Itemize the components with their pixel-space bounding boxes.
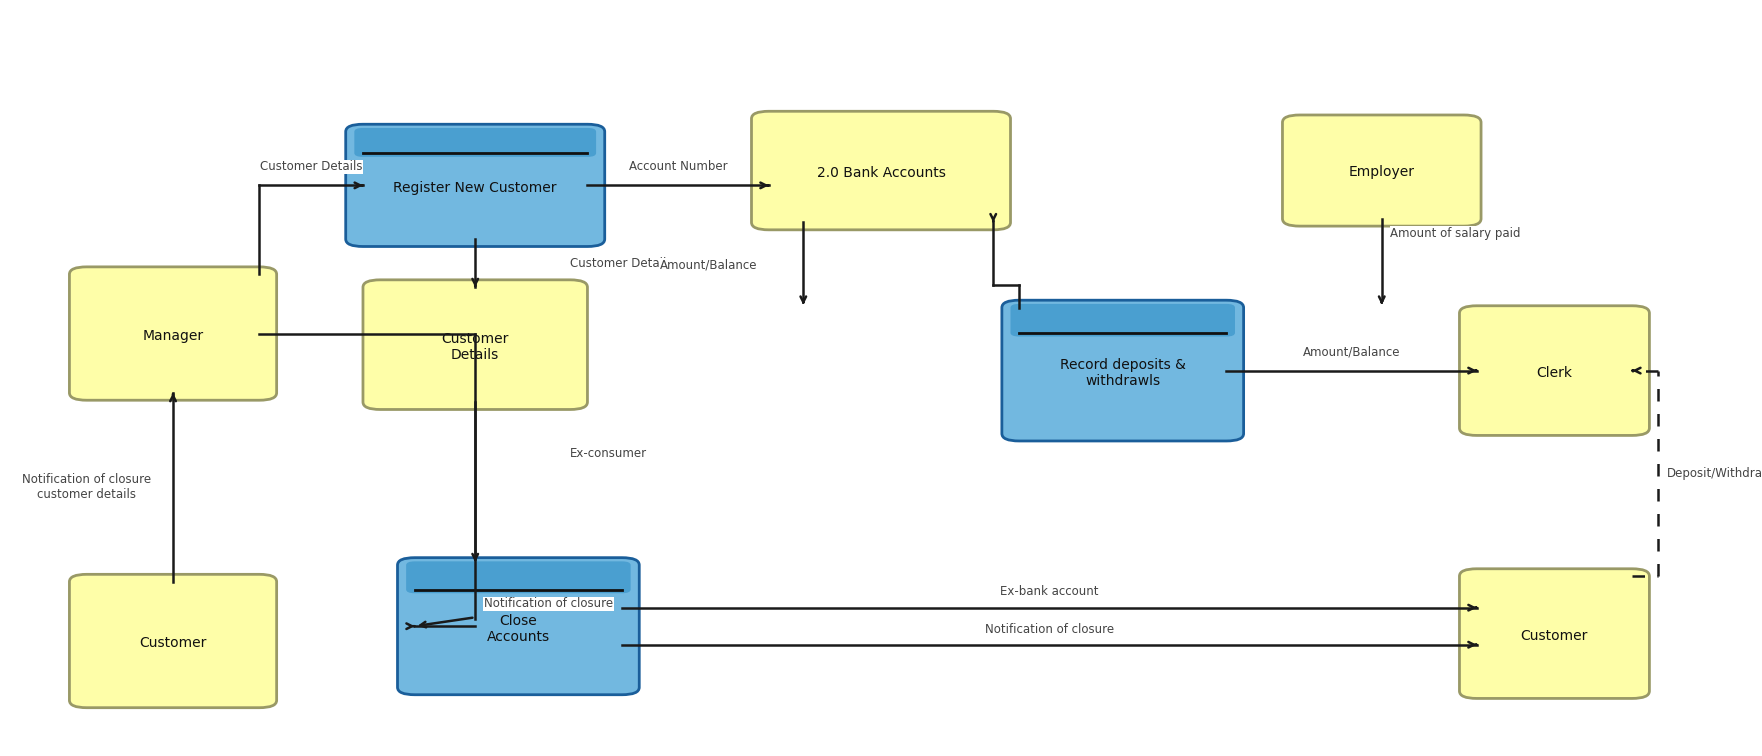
Text: Customer Details: Customer Details <box>571 257 673 270</box>
FancyBboxPatch shape <box>345 124 604 246</box>
Text: Clerk: Clerk <box>1536 366 1572 380</box>
FancyBboxPatch shape <box>1003 300 1244 441</box>
Text: Notification of closure: Notification of closure <box>985 624 1114 637</box>
Text: Record deposits &
withdrawls: Record deposits & withdrawls <box>1059 358 1186 389</box>
FancyBboxPatch shape <box>1459 305 1649 435</box>
FancyBboxPatch shape <box>363 280 587 410</box>
Text: Customer: Customer <box>139 637 206 650</box>
Text: Amount of salary paid: Amount of salary paid <box>1390 227 1521 240</box>
Text: Account Number: Account Number <box>629 160 728 173</box>
FancyBboxPatch shape <box>1283 115 1482 226</box>
FancyBboxPatch shape <box>69 575 277 708</box>
FancyBboxPatch shape <box>751 111 1011 230</box>
Text: Notification of closure: Notification of closure <box>485 597 613 610</box>
Text: Deposit/Withdrawal: Deposit/Withdrawal <box>1667 467 1762 480</box>
Text: Employer: Employer <box>1348 166 1415 179</box>
FancyBboxPatch shape <box>1459 569 1649 699</box>
Text: Amount/Balance: Amount/Balance <box>1302 345 1401 358</box>
Text: Amount/Balance: Amount/Balance <box>659 259 758 271</box>
Text: Manager: Manager <box>143 329 204 343</box>
FancyBboxPatch shape <box>354 128 596 156</box>
FancyBboxPatch shape <box>405 562 631 593</box>
FancyBboxPatch shape <box>69 267 277 400</box>
FancyBboxPatch shape <box>1011 304 1235 336</box>
Text: 2.0 Bank Accounts: 2.0 Bank Accounts <box>816 166 946 180</box>
Text: Register New Customer: Register New Customer <box>393 181 557 194</box>
Text: Ex-consumer: Ex-consumer <box>571 448 647 460</box>
Text: Customer
Details: Customer Details <box>442 332 509 362</box>
Text: Customer: Customer <box>1521 629 1588 643</box>
Text: Close
Accounts: Close Accounts <box>486 614 550 644</box>
Text: Ex-bank account: Ex-bank account <box>1001 585 1099 598</box>
Text: Notification of closure
customer details: Notification of closure customer details <box>23 473 152 501</box>
Text: Customer Details: Customer Details <box>261 160 363 173</box>
FancyBboxPatch shape <box>398 558 640 695</box>
